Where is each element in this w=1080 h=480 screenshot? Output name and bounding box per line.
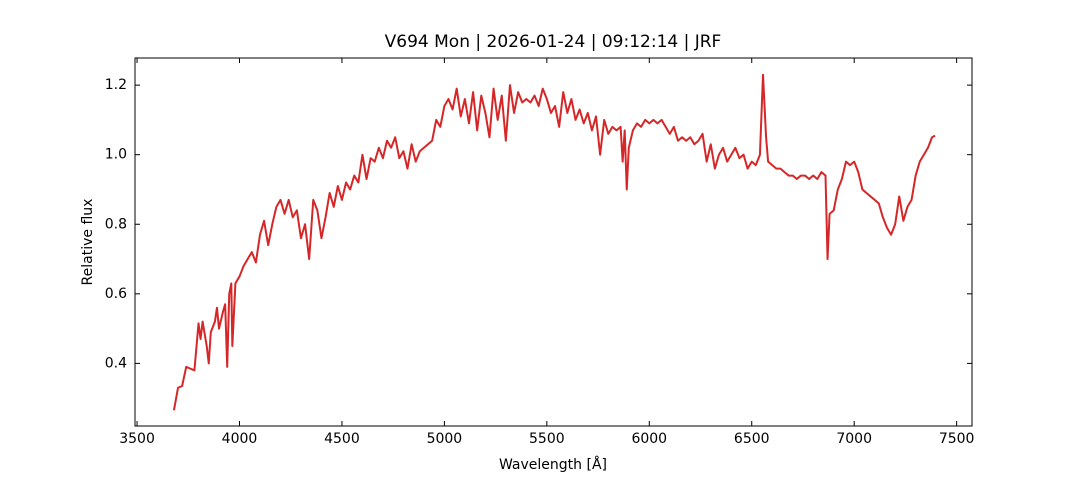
y-tick-label: 1.2 (105, 77, 127, 93)
y-tick-label: 0.6 (105, 286, 127, 302)
x-tick-label: 4500 (324, 431, 360, 447)
x-tick-label: 7500 (939, 431, 975, 447)
plot-frame (134, 57, 973, 427)
x-tick-label: 6500 (734, 431, 770, 447)
x-tick-label: 5000 (427, 431, 463, 447)
x-tick-label: 5500 (529, 431, 565, 447)
x-tick-label: 6000 (631, 431, 667, 447)
x-axis-label: Wavelength [Å] (499, 456, 607, 473)
chart-title: V694 Mon | 2026-01-24 | 09:12:14 | JRF (385, 32, 722, 52)
x-tick-label: 7000 (836, 431, 872, 447)
x-tick-label: 3500 (119, 431, 155, 447)
spectrum-line (172, 73, 936, 411)
y-tick-label: 0.8 (105, 216, 127, 232)
y-axis-label: Relative flux (80, 199, 96, 286)
y-tick-label: 1.0 (105, 147, 127, 163)
y-tick-label: 0.4 (105, 355, 127, 371)
x-tick-label: 4000 (222, 431, 258, 447)
